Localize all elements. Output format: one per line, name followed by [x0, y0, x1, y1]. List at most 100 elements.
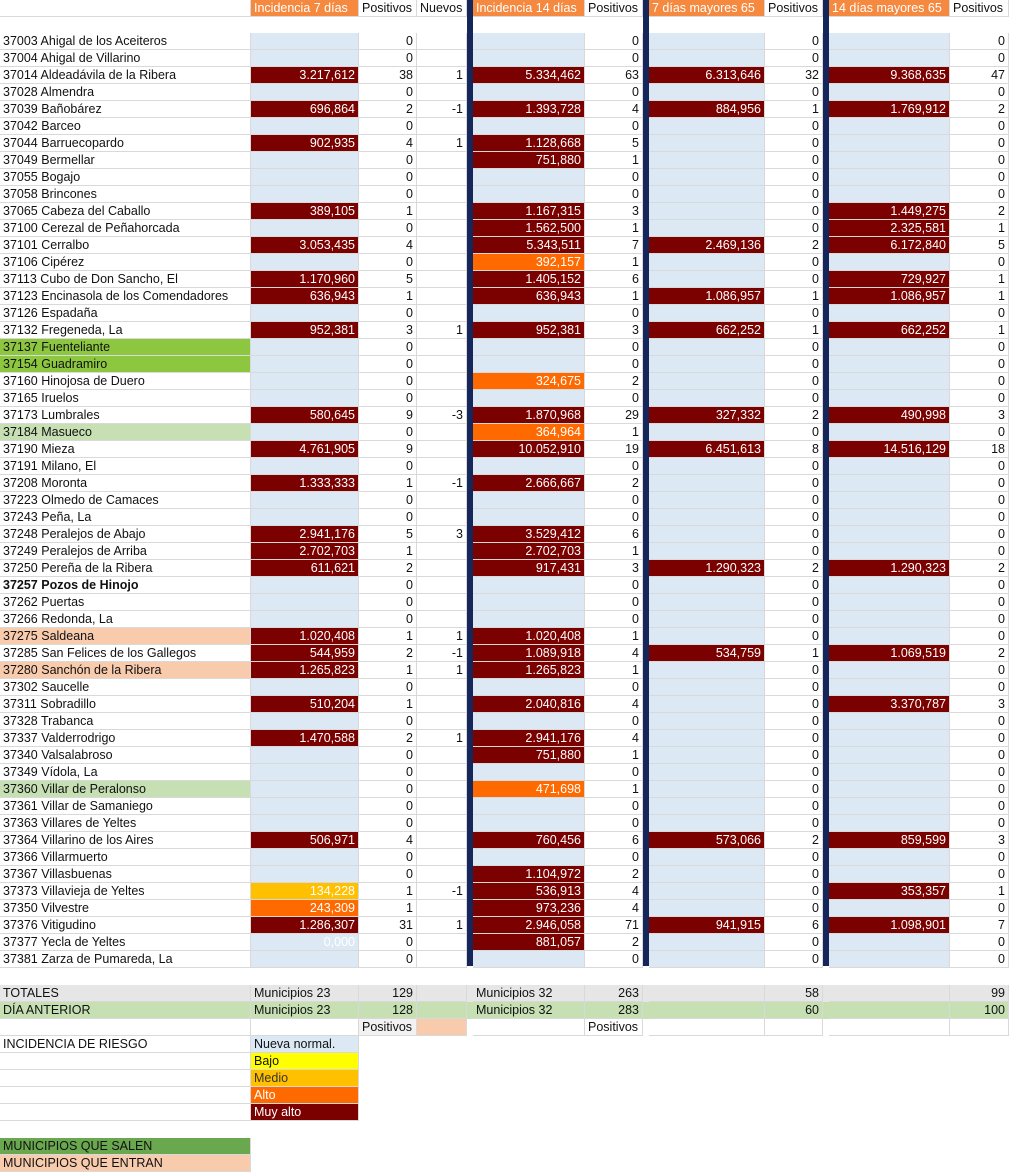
positivos-7-cell[interactable]: 1 [359, 883, 417, 900]
positivos-7-65-cell[interactable]: 0 [765, 458, 823, 475]
incidencia-14-cell[interactable] [473, 849, 585, 866]
positivos-7-cell[interactable]: 0 [359, 798, 417, 815]
incidencia-14-cell[interactable] [473, 815, 585, 832]
positivos-14-65-cell[interactable]: 0 [950, 577, 1009, 594]
incidencia-14-cell[interactable]: 760,456 [473, 832, 585, 849]
nuevos-cell[interactable] [417, 33, 467, 50]
municipality-name[interactable]: 37302 Saucelle [0, 679, 251, 696]
nuevos-cell[interactable] [417, 373, 467, 390]
positivos-7-65-cell[interactable]: 0 [765, 305, 823, 322]
incidencia-14-65-cell[interactable]: 353,357 [829, 883, 950, 900]
positivos-7-65-cell[interactable]: 0 [765, 203, 823, 220]
positivos-14-cell[interactable]: 0 [585, 186, 643, 203]
incidencia-7-65-cell[interactable] [649, 424, 765, 441]
incidencia-14-cell[interactable]: 364,964 [473, 424, 585, 441]
incidencia-7-cell[interactable]: 2.941,176 [251, 526, 359, 543]
incidencia-7-cell[interactable]: 243,309 [251, 900, 359, 917]
municipality-name[interactable]: 37028 Almendra [0, 84, 251, 101]
incidencia-7-65-cell[interactable] [649, 186, 765, 203]
blank-cell[interactable] [0, 1087, 251, 1104]
blank-cell[interactable] [473, 1019, 585, 1036]
incidencia-14-cell[interactable]: 751,880 [473, 747, 585, 764]
incidencia-14-65-cell[interactable] [829, 526, 950, 543]
incidencia-7-65-cell[interactable] [649, 271, 765, 288]
incidencia-7-cell[interactable] [251, 611, 359, 628]
blank-cell[interactable] [0, 1019, 251, 1036]
positivos-14-cell[interactable]: 0 [585, 84, 643, 101]
municipality-name[interactable]: 37065 Cabeza del Caballo [0, 203, 251, 220]
blank-cell[interactable] [829, 1019, 950, 1036]
incidencia-7-cell[interactable]: 2.702,703 [251, 543, 359, 560]
incidencia-7-cell[interactable] [251, 492, 359, 509]
positivos-14-65-cell[interactable]: 0 [950, 628, 1009, 645]
municipality-name[interactable]: 37328 Trabanca [0, 713, 251, 730]
positivos-14-cell[interactable]: 1 [585, 424, 643, 441]
positivos-14-65-cell[interactable]: 0 [950, 169, 1009, 186]
incidencia-7-65-cell[interactable] [649, 900, 765, 917]
incidencia-7-cell[interactable] [251, 866, 359, 883]
incidencia-14-cell[interactable]: 917,431 [473, 560, 585, 577]
blank-cell[interactable] [0, 1053, 251, 1070]
incidencia-7-cell[interactable] [251, 424, 359, 441]
positivos-7-65-cell[interactable]: 0 [765, 951, 823, 968]
positivos-7-cell[interactable]: 1 [359, 900, 417, 917]
incidencia-7-cell[interactable]: 506,971 [251, 832, 359, 849]
incidencia-7-cell[interactable] [251, 50, 359, 67]
nuevos-cell[interactable] [417, 934, 467, 951]
positivos-14-cell[interactable]: 1 [585, 747, 643, 764]
incidencia-14-cell[interactable]: 392,157 [473, 254, 585, 271]
positivos-7-65-cell[interactable]: 0 [765, 747, 823, 764]
positivos-14-cell[interactable]: 0 [585, 492, 643, 509]
incidencia-14-65-cell[interactable]: 1.290,323 [829, 560, 950, 577]
positivos-14-65-cell[interactable]: 1 [950, 288, 1009, 305]
positivos-14-65-cell[interactable]: 0 [950, 611, 1009, 628]
municipality-name[interactable]: 37243 Peña, La [0, 509, 251, 526]
incidencia-7-65-cell[interactable] [649, 849, 765, 866]
positivos-7-65-cell[interactable]: 0 [765, 339, 823, 356]
anterior-positivos-14[interactable]: 283 [585, 1002, 643, 1019]
incidencia-7-cell[interactable]: 1.265,823 [251, 662, 359, 679]
incidencia-14-cell[interactable] [473, 679, 585, 696]
incidencia-14-65-cell[interactable]: 1.069,519 [829, 645, 950, 662]
positivos-7-cell[interactable]: 0 [359, 594, 417, 611]
blank-cell[interactable] [251, 1019, 359, 1036]
positivos-7-cell[interactable]: 1 [359, 628, 417, 645]
incidencia-7-65-cell[interactable]: 941,915 [649, 917, 765, 934]
incidencia-14-65-cell[interactable] [829, 611, 950, 628]
positivos-7-cell[interactable]: 0 [359, 951, 417, 968]
positivos-7-cell[interactable]: 0 [359, 339, 417, 356]
positivos-14-cell[interactable]: 0 [585, 594, 643, 611]
nuevos-cell[interactable]: -3 [417, 407, 467, 424]
incidencia-7-65-cell[interactable] [649, 475, 765, 492]
incidencia-7-65-cell[interactable] [649, 84, 765, 101]
nuevos-cell[interactable] [417, 815, 467, 832]
incidencia-7-65-cell[interactable] [649, 390, 765, 407]
positivos-7-65-cell[interactable]: 2 [765, 407, 823, 424]
incidencia-7-65-cell[interactable]: 6.451,613 [649, 441, 765, 458]
positivos-14-65-cell[interactable]: 0 [950, 118, 1009, 135]
municipality-name[interactable]: 37363 Villares de Yeltes [0, 815, 251, 832]
positivos-14-65-cell[interactable]: 0 [950, 186, 1009, 203]
positivos-14-65-cell[interactable]: 0 [950, 815, 1009, 832]
incidencia-14-cell[interactable] [473, 305, 585, 322]
positivos-14-cell[interactable]: 2 [585, 373, 643, 390]
incidencia-7-65-cell[interactable] [649, 33, 765, 50]
positivos-14-cell[interactable]: 1 [585, 152, 643, 169]
positivos-7-cell[interactable]: 1 [359, 662, 417, 679]
municipios-salen-label[interactable]: MUNICIPIOS QUE SALEN [0, 1138, 251, 1155]
positivos-14-65-cell[interactable]: 0 [950, 730, 1009, 747]
nuevos-cell[interactable] [417, 305, 467, 322]
incidencia-7-cell[interactable] [251, 339, 359, 356]
incidencia-14-65-cell[interactable] [829, 118, 950, 135]
incidencia-14-cell[interactable]: 5.334,462 [473, 67, 585, 84]
incidencia-7-65-cell[interactable] [649, 934, 765, 951]
incidencia-14-cell[interactable]: 1.393,728 [473, 101, 585, 118]
incidencia-14-65-cell[interactable] [829, 373, 950, 390]
incidencia-14-cell[interactable]: 751,880 [473, 152, 585, 169]
incidencia-14-65-cell[interactable] [829, 730, 950, 747]
positivos-7-cell[interactable]: 0 [359, 509, 417, 526]
incidencia-14-cell[interactable] [473, 509, 585, 526]
incidencia-7-65-cell[interactable] [649, 866, 765, 883]
positivos-14-cell[interactable]: 0 [585, 815, 643, 832]
positivos-14-65-cell[interactable]: 1 [950, 322, 1009, 339]
